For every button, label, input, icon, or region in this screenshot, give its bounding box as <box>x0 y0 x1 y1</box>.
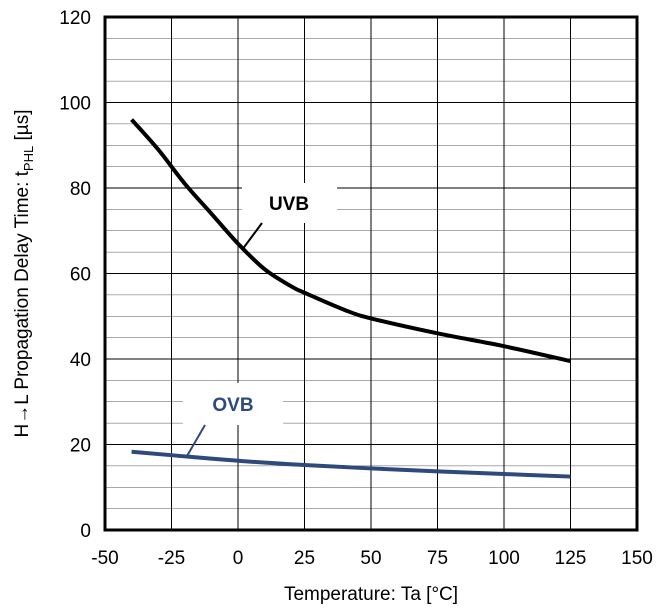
y-tick-label: 40 <box>70 350 91 371</box>
y-tick-label: 120 <box>59 8 91 29</box>
series-lines <box>130 118 571 479</box>
y-tick-label: 0 <box>80 521 91 542</box>
series-callouts: UVB OVB <box>183 183 337 457</box>
label-box-ovb <box>183 383 283 425</box>
grid <box>105 17 637 530</box>
y-tick-label: 80 <box>70 179 91 200</box>
x-axis-label: Temperature: Ta [°C] <box>284 584 458 605</box>
x-tick-label: 50 <box>360 548 381 569</box>
y-tick-label: 20 <box>70 436 91 457</box>
x-tick-label: 25 <box>294 548 315 569</box>
x-tick-label: 100 <box>488 548 520 569</box>
x-tick-label: 125 <box>555 548 587 569</box>
x-tick-label: 0 <box>233 548 244 569</box>
leader-line-ovb <box>186 424 206 457</box>
series-line-uvb <box>130 118 571 364</box>
x-tick-label: -50 <box>91 548 118 569</box>
series-label-ovb: OVB <box>212 395 253 416</box>
y-axis-label-prefix: H→L Propagation Delay Time: t <box>12 170 33 437</box>
leader-line-uvb <box>241 222 263 251</box>
plot-frame <box>103 15 639 532</box>
series-label-uvb: UVB <box>269 194 309 215</box>
y-tick-label: 60 <box>70 265 91 286</box>
label-box-uvb <box>242 183 337 223</box>
x-tick-label: -25 <box>158 548 185 569</box>
y-tick-label: 100 <box>59 94 91 115</box>
x-tick-labels: -50 -25 0 25 50 75 100 125 150 <box>91 548 653 569</box>
y-axis-label-suffix: [µs] <box>12 109 33 145</box>
y-axis-label: H→L Propagation Delay Time: tPHL [µs] <box>12 109 36 437</box>
series-line-ovb <box>131 449 571 479</box>
y-axis-label-subscript: PHL <box>21 146 36 171</box>
y-tick-labels: 0 20 40 60 80 100 120 <box>59 8 91 542</box>
x-tick-label: 75 <box>427 548 448 569</box>
x-tick-label: 150 <box>621 548 653 569</box>
